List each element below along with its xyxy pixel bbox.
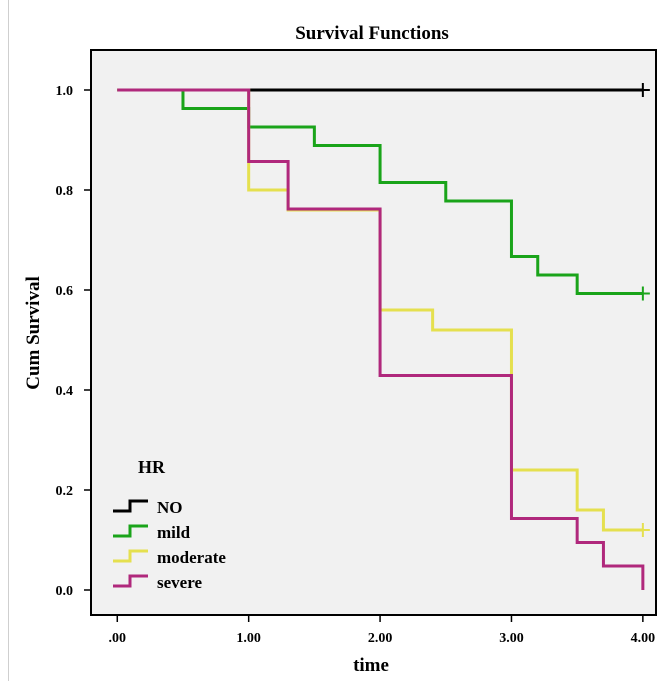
y-tick-label: 0.2 — [56, 484, 74, 499]
legend-swatch-severe — [113, 574, 148, 588]
y-tick-label: 0.4 — [56, 384, 74, 399]
legend-label-severe: severe — [157, 573, 202, 592]
y-tick-label: 0.6 — [56, 284, 74, 299]
x-axis-label: time — [353, 655, 389, 676]
chart-title: Survival Functions — [295, 23, 449, 44]
censor-mark-NO — [635, 83, 650, 97]
x-tick-label: 2.00 — [368, 631, 393, 646]
y-axis: 0.0 0.2 0.4 0.6 0.8 1.0 — [56, 84, 91, 599]
censor-mark-mild — [635, 286, 650, 301]
y-tick-label: 0.8 — [56, 184, 74, 199]
x-tick-label: 1.00 — [236, 631, 261, 646]
legend-title: HR — [138, 457, 166, 477]
y-tick-label: 1.0 — [56, 84, 74, 99]
series-line-mild — [117, 88, 643, 295]
x-tick-label: .00 — [109, 631, 127, 646]
series-line-severe — [117, 88, 645, 590]
x-axis: .00 1.00 2.00 3.00 4.00 — [109, 615, 656, 646]
series-line-moderate — [117, 88, 643, 532]
legend-label-NO: NO — [157, 498, 183, 517]
y-axis-label: Cum Survival — [23, 276, 44, 390]
legend-label-moderate: moderate — [157, 548, 226, 567]
x-tick-label: 4.00 — [631, 631, 656, 646]
x-tick-label: 3.00 — [499, 631, 524, 646]
page-border-left — [8, 0, 9, 681]
legend: HR NO mild moderate severe — [113, 457, 226, 592]
legend-swatch-mild — [113, 524, 148, 538]
series-layer — [117, 83, 650, 590]
legend-swatch-NO — [113, 499, 148, 513]
legend-swatch-moderate — [113, 549, 148, 563]
censor-mark-moderate — [635, 523, 650, 537]
legend-label-mild: mild — [157, 523, 191, 542]
y-tick-label: 0.0 — [56, 584, 74, 599]
